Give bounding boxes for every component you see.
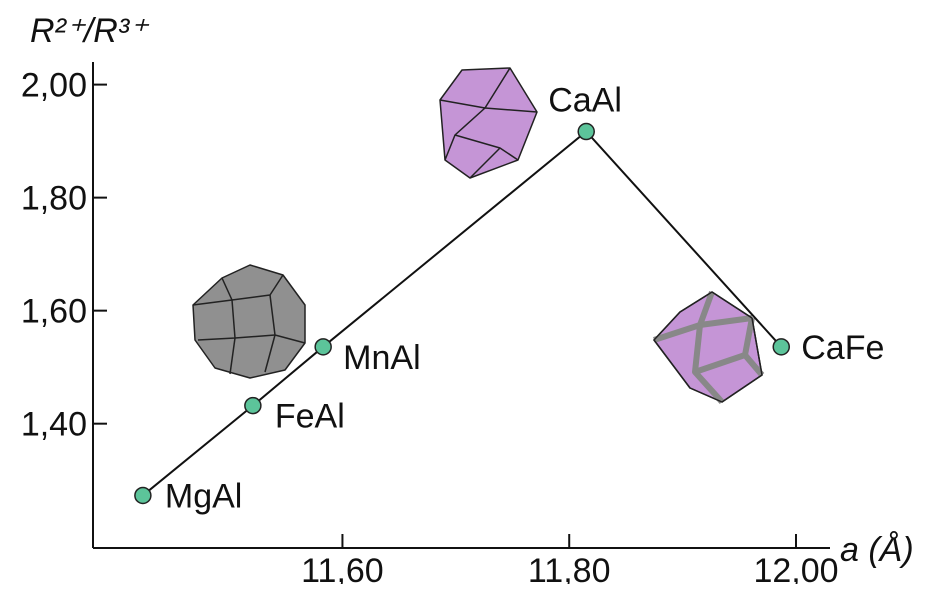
polyhedra [192,67,765,405]
point [134,486,152,505]
gray-polyhedron [192,264,306,379]
x-tick-label: 11,80 [528,552,611,584]
x-axis-label: a (Å) [840,531,914,569]
y-tick-label: 1,80 [21,180,87,218]
x-tick-label: 12,00 [753,552,838,584]
y-tick-label: 1,60 [21,293,87,331]
point [244,396,262,415]
point-label: FeAl [275,398,345,436]
y-tick-label: 1,40 [21,406,87,444]
point [577,122,595,141]
purple-polyhedron-top [439,67,538,179]
point-label: MgAl [165,477,242,515]
point-label: MnAl [343,339,420,377]
point [314,338,332,356]
x-tick-label: 11,60 [301,552,384,584]
point-label: CaFe [801,329,884,367]
y-tick-label: 2,00 [21,67,87,105]
point-label: CaAl [548,82,622,120]
y-axis-label: R²⁺/R³⁺ [30,12,150,50]
point [772,338,790,356]
